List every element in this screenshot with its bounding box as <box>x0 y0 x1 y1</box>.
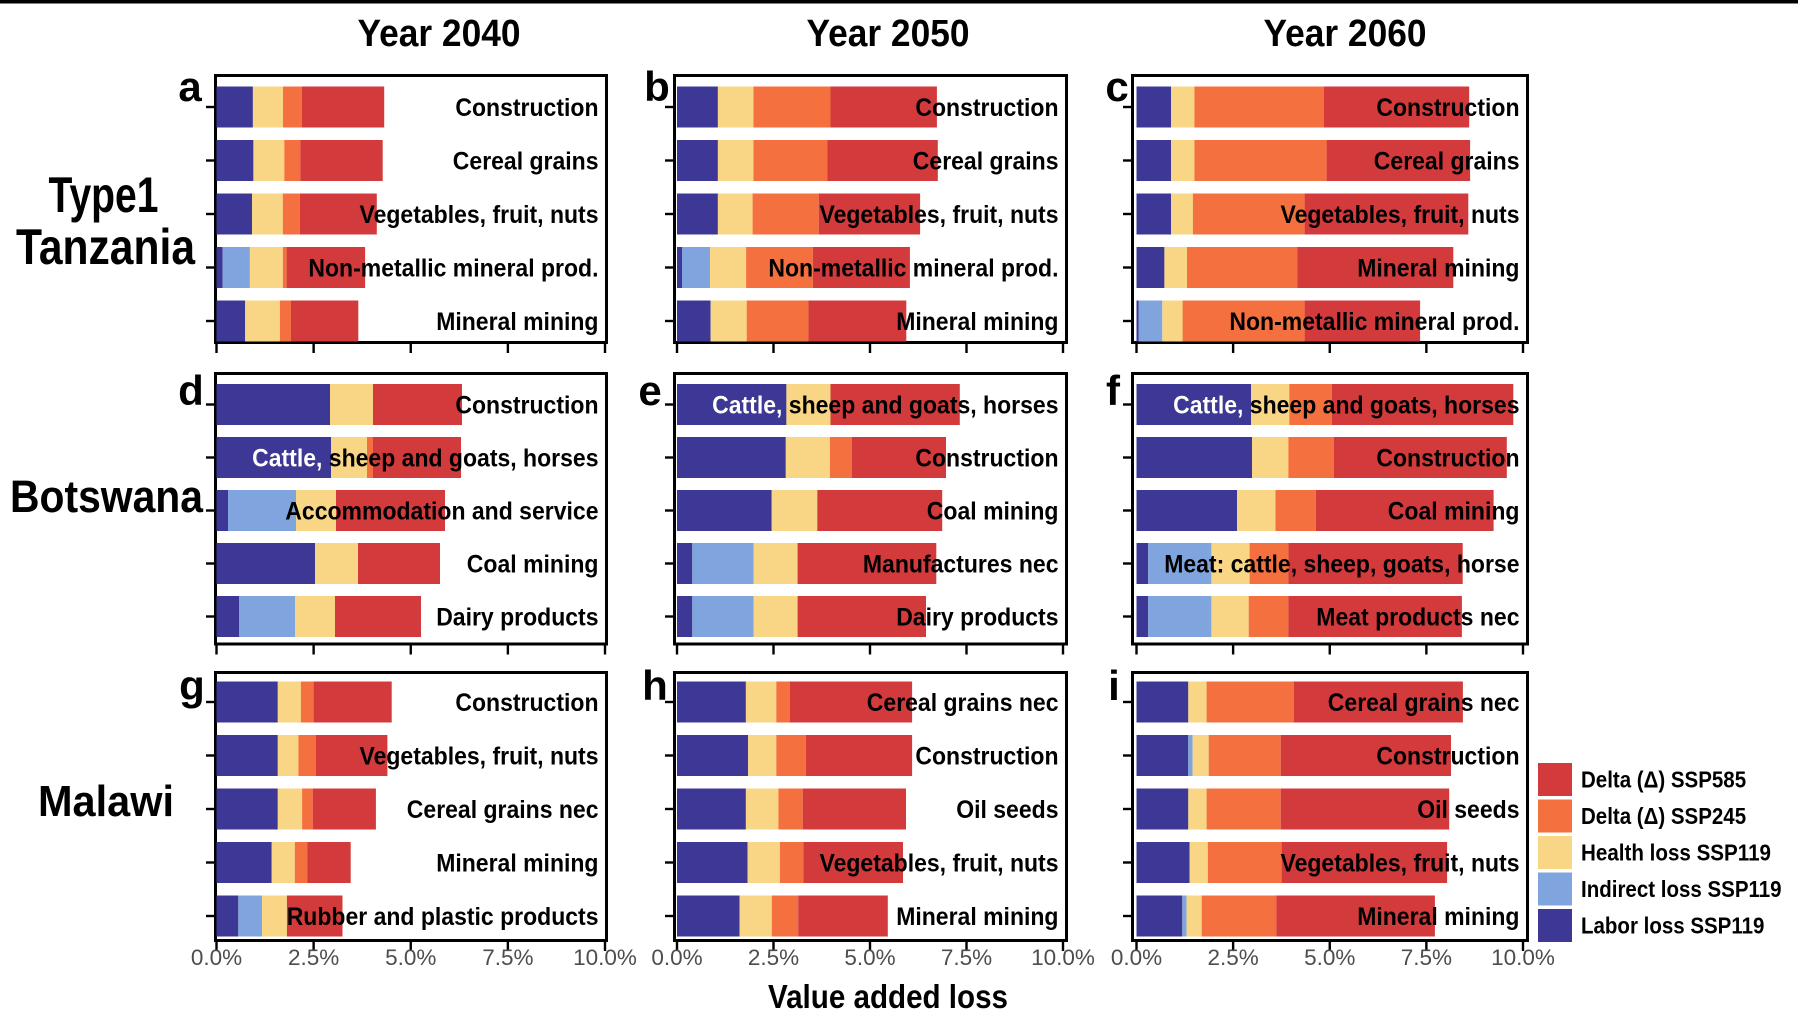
svg-text:Vegetables, fruit, nuts: Vegetables, fruit, nuts <box>1281 201 1520 229</box>
svg-text:Vegetables, fruit, nuts: Vegetables, fruit, nuts <box>820 201 1059 229</box>
svg-text:Construction: Construction <box>455 392 598 420</box>
svg-text:10.0%: 10.0% <box>1031 945 1095 970</box>
svg-text:7.5%: 7.5% <box>482 945 533 970</box>
svg-text:Cereal grains: Cereal grains <box>453 148 599 176</box>
svg-text:2.5%: 2.5% <box>288 945 339 970</box>
svg-text:Construction: Construction <box>915 743 1058 771</box>
svg-text:Non-metallic mineral prod.: Non-metallic mineral prod. <box>1229 308 1519 336</box>
svg-text:Indirect loss SSP119: Indirect loss SSP119 <box>1581 876 1782 902</box>
svg-text:0.0%: 0.0% <box>651 945 702 970</box>
svg-text:d: d <box>178 367 204 414</box>
svg-text:Construction: Construction <box>455 689 598 717</box>
svg-text:Cereal grains nec: Cereal grains nec <box>407 796 599 824</box>
svg-text:Meat: cattle, sheep, goats, ho: Meat: cattle, sheep, goats, horse <box>1164 551 1519 579</box>
svg-text:Vegetables, fruit, nuts: Vegetables, fruit, nuts <box>1281 850 1520 878</box>
svg-text:Coal mining: Coal mining <box>927 498 1059 526</box>
svg-text:Cattle,: Cattle, <box>1173 392 1243 420</box>
svg-text:Construction: Construction <box>1376 94 1519 122</box>
svg-text:Dairy products: Dairy products <box>436 604 598 632</box>
svg-text:Malawi: Malawi <box>38 777 174 826</box>
svg-text:0.0%: 0.0% <box>191 945 242 970</box>
svg-text:Mineral mining: Mineral mining <box>1357 255 1519 283</box>
svg-text:Mineral mining: Mineral mining <box>1357 903 1519 931</box>
svg-text:Health loss SSP119: Health loss SSP119 <box>1581 840 1771 866</box>
svg-text:Non-metallic mineral prod.: Non-metallic mineral prod. <box>308 255 598 283</box>
svg-text:Coal mining: Coal mining <box>1388 498 1520 526</box>
svg-text:Construction: Construction <box>1376 743 1519 771</box>
svg-text:Construction: Construction <box>915 94 1058 122</box>
svg-text:Labor loss SSP119: Labor loss SSP119 <box>1581 913 1764 939</box>
svg-text:2.5%: 2.5% <box>1207 945 1258 970</box>
svg-text:Vegetables, fruit, nuts: Vegetables, fruit, nuts <box>360 201 599 229</box>
svg-text:Cattle,: Cattle, <box>712 392 782 420</box>
svg-text:Construction: Construction <box>455 94 598 122</box>
svg-text:Delta (Δ) SSP245: Delta (Δ) SSP245 <box>1581 803 1746 829</box>
svg-text:Year 2050: Year 2050 <box>807 13 970 55</box>
svg-text:e: e <box>638 367 661 414</box>
svg-text:Accommodation and service: Accommodation and service <box>285 498 598 526</box>
svg-text:c: c <box>1105 63 1128 110</box>
svg-text:Mineral mining: Mineral mining <box>436 850 598 878</box>
svg-text:10.0%: 10.0% <box>573 945 637 970</box>
svg-text:Tanzania: Tanzania <box>16 219 196 275</box>
svg-text:g: g <box>179 662 205 709</box>
svg-text:7.5%: 7.5% <box>941 945 992 970</box>
svg-text:Cereal grains nec: Cereal grains nec <box>867 689 1059 717</box>
svg-text:Cattle, sheep and goats, horse: Cattle, sheep and goats, horses <box>252 445 598 473</box>
svg-text:Oil seeds: Oil seeds <box>956 796 1058 824</box>
svg-text:5.0%: 5.0% <box>1304 945 1355 970</box>
svg-text:Vegetables, fruit, nuts: Vegetables, fruit, nuts <box>820 850 1059 878</box>
svg-text:5.0%: 5.0% <box>385 945 436 970</box>
svg-text:Vegetables, fruit, nuts: Vegetables, fruit, nuts <box>360 743 599 771</box>
svg-text:Cereal grains: Cereal grains <box>913 148 1059 176</box>
svg-text:Coal mining: Coal mining <box>467 551 599 579</box>
svg-text:10.0%: 10.0% <box>1491 945 1555 970</box>
svg-text:2.5%: 2.5% <box>748 945 799 970</box>
svg-text:Value added loss: Value added loss <box>768 978 1008 1015</box>
svg-text:i: i <box>1108 662 1120 709</box>
svg-text:Year 2060: Year 2060 <box>1264 13 1427 55</box>
svg-text:Construction: Construction <box>1376 445 1519 473</box>
svg-text:Cattle, sheep and goats, horse: Cattle, sheep and goats, horses <box>1173 392 1519 420</box>
svg-text:Year 2040: Year 2040 <box>358 13 521 55</box>
svg-text:Rubber and plastic products: Rubber and plastic products <box>287 903 599 931</box>
svg-text:Dairy products: Dairy products <box>896 604 1058 632</box>
svg-text:Oil seeds: Oil seeds <box>1417 796 1519 824</box>
svg-text:Mineral mining: Mineral mining <box>436 308 598 336</box>
svg-text:Mineral mining: Mineral mining <box>896 308 1058 336</box>
svg-text:h: h <box>642 662 668 709</box>
svg-text:Botswana: Botswana <box>10 471 204 522</box>
svg-text:Delta (Δ) SSP585: Delta (Δ) SSP585 <box>1581 767 1746 793</box>
svg-text:Mineral mining: Mineral mining <box>896 903 1058 931</box>
svg-text:Non-metallic mineral prod.: Non-metallic mineral prod. <box>768 255 1058 283</box>
svg-text:a: a <box>178 63 202 110</box>
svg-text:Cereal grains nec: Cereal grains nec <box>1328 689 1520 717</box>
svg-text:0.0%: 0.0% <box>1111 945 1162 970</box>
svg-text:f: f <box>1106 367 1121 414</box>
svg-text:Manufactures nec: Manufactures nec <box>863 551 1059 579</box>
svg-text:Type1: Type1 <box>49 167 159 223</box>
svg-text:Cattle, sheep and goats, horse: Cattle, sheep and goats, horses <box>712 392 1058 420</box>
svg-text:Construction: Construction <box>915 445 1058 473</box>
svg-text:5.0%: 5.0% <box>844 945 895 970</box>
svg-text:b: b <box>644 63 670 110</box>
svg-text:Cattle,: Cattle, <box>252 445 322 473</box>
svg-text:Meat products nec: Meat products nec <box>1316 604 1519 632</box>
svg-text:7.5%: 7.5% <box>1401 945 1452 970</box>
svg-text:Cereal grains: Cereal grains <box>1374 148 1520 176</box>
